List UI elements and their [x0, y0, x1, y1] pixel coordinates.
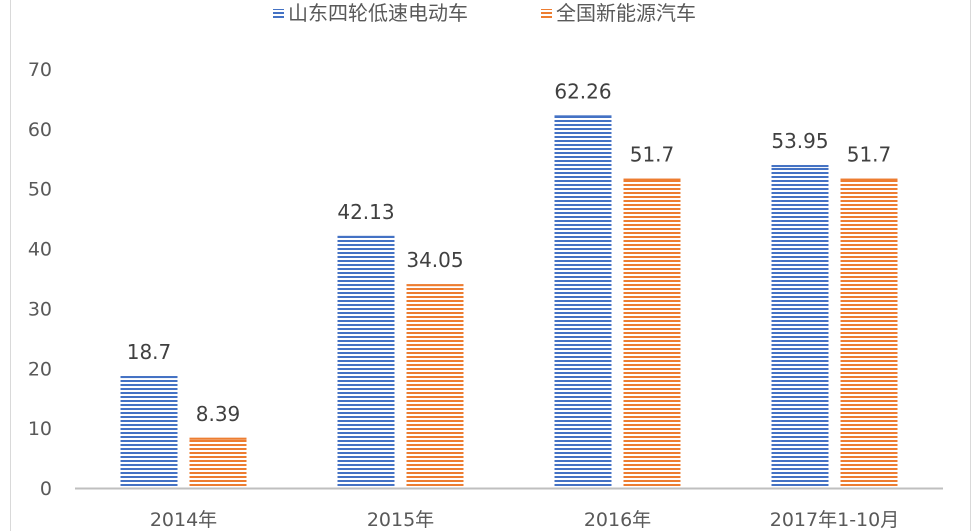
bar-series-1-1	[406, 284, 464, 488]
data-label-0-1: 42.13	[337, 200, 394, 224]
x-tick-label: 2015年	[367, 509, 434, 531]
bar-series-0-0	[120, 376, 178, 488]
data-label-1-1: 34.05	[406, 248, 463, 272]
data-label-0-0: 18.7	[127, 340, 172, 364]
bar-top-edge-1-3	[840, 178, 898, 181]
data-label-0-3: 53.95	[771, 129, 828, 153]
y-tick-label: 20	[28, 358, 52, 380]
y-axis: 0 10 20 30 40 50 60 70	[28, 59, 52, 500]
bar-series-1-2	[623, 178, 681, 488]
bar-top-edge-1-2	[623, 178, 681, 181]
bar-series-1-0	[189, 437, 247, 488]
y-tick-label: 70	[28, 59, 52, 81]
bar-top-edge-1-0	[189, 437, 247, 440]
y-tick-label: 10	[28, 418, 52, 440]
left-frame-edge	[10, 0, 11, 531]
y-tick-label: 40	[28, 239, 52, 261]
y-tick-label: 0	[40, 478, 52, 500]
bar-top-edge-0-2	[554, 115, 612, 118]
bar-top-edge-0-0	[120, 376, 178, 379]
x-tick-label: 2016年	[584, 509, 651, 531]
x-tick-label: 2017年1-10月	[770, 509, 899, 531]
data-labels: 18.7 8.39 42.13 34.05 62.26 51.7 53.95 51.7	[127, 79, 892, 425]
bar-series-1-3	[840, 178, 898, 488]
legend-label-1: 全国新能源汽车	[556, 1, 696, 25]
y-tick-label: 50	[28, 179, 52, 201]
data-label-1-2: 51.7	[630, 143, 675, 167]
bar-series-0-3	[771, 165, 829, 488]
data-label-0-2: 62.26	[554, 79, 611, 103]
data-label-1-3: 51.7	[847, 143, 892, 167]
bar-top-edge-0-1	[337, 235, 395, 238]
bar-top-edge-0-3	[771, 165, 829, 168]
y-tick-label: 60	[28, 119, 52, 141]
bar-series-0-1	[337, 235, 395, 488]
legend-label-0: 山东四轮低速电动车	[288, 1, 468, 25]
legend-swatch-1	[541, 9, 552, 20]
data-label-1-0: 8.39	[196, 402, 241, 426]
bar-series-0-2	[554, 115, 612, 488]
bars	[120, 115, 898, 488]
bar-top-edge-1-1	[406, 284, 464, 287]
x-tick-label: 2014年	[150, 509, 217, 531]
legend-swatch-0	[273, 9, 284, 20]
x-axis: 2014年 2015年 2016年 2017年1-10月	[75, 487, 943, 531]
y-tick-label: 30	[28, 298, 52, 320]
right-frame-edge	[970, 0, 971, 531]
legend: 山东四轮低速电动车 全国新能源汽车	[273, 1, 696, 25]
